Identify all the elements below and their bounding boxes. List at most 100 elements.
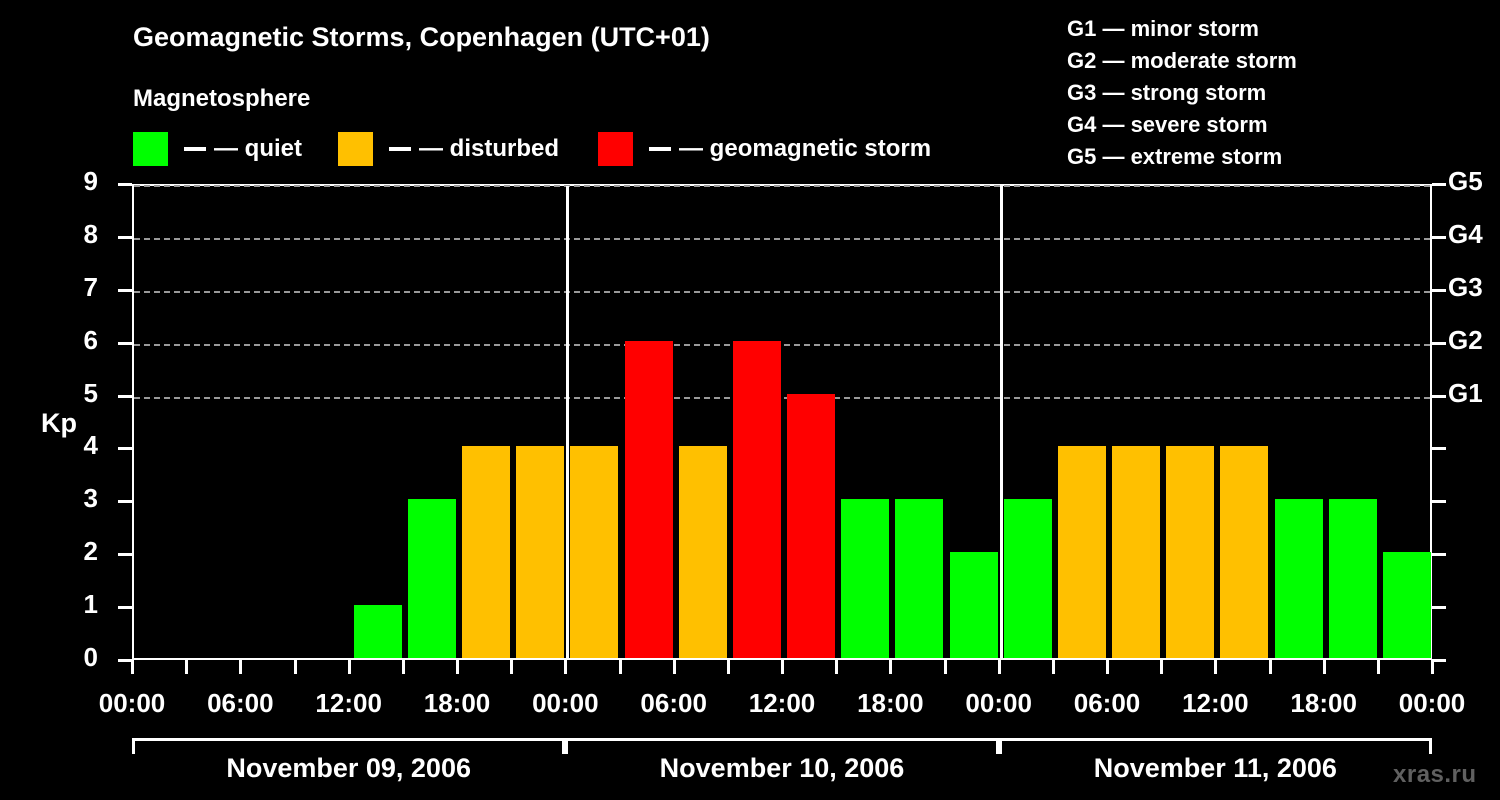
y-tick-label-2: 2 <box>83 536 98 567</box>
y-tick-mark-4 <box>118 447 132 451</box>
legend-label-storm: — geomagnetic storm <box>679 135 932 162</box>
bar <box>1112 446 1161 658</box>
y-tick-mark-8 <box>118 235 132 239</box>
x-tick-mark <box>401 660 405 674</box>
g-tick-label-g2: G2 <box>1448 324 1483 355</box>
g-axis-tick-mark-kp-5 <box>1432 394 1446 398</box>
bar <box>353 605 402 658</box>
g-tick-label-g3: G3 <box>1448 271 1483 302</box>
x-tick-mark <box>1051 660 1055 674</box>
x-tick-mark <box>510 660 514 674</box>
legend-heading: Magnetosphere <box>133 85 311 112</box>
x-tick-mark <box>997 660 1001 674</box>
x-tick-mark <box>1106 660 1109 674</box>
gscale-description-g4: G4 — severe storm <box>1067 112 1268 137</box>
x-tick-mark <box>1214 660 1218 674</box>
x-tick-mark <box>564 660 568 674</box>
legend-label-quiet: — quiet <box>214 135 302 162</box>
y-tick-label-9: 9 <box>83 166 98 196</box>
bar <box>1274 499 1323 658</box>
g-axis-tick-mark-kp-4 <box>1432 447 1446 451</box>
gscale-description-g5: G5 — extreme storm <box>1067 144 1283 169</box>
y-tick-label-4: 4 <box>83 430 98 461</box>
date-bracket <box>132 738 566 754</box>
gridline-kp-9 <box>134 185 1430 187</box>
bar <box>678 446 727 658</box>
x-tick-label: 18:00 <box>1290 688 1357 718</box>
y-tick-label-3: 3 <box>83 483 98 514</box>
g-axis-tick-mark-kp-2 <box>1432 553 1446 557</box>
day-separator <box>566 186 570 658</box>
x-tick-mark <box>347 660 351 674</box>
g-axis-tick-mark-kp-7 <box>1432 288 1446 292</box>
x-tick-label: 06:00 <box>207 688 274 718</box>
plot-inner <box>134 185 1431 658</box>
y-tick-mark-1 <box>118 606 132 610</box>
x-tick-label: 00:00 <box>1398 688 1466 718</box>
bar <box>624 340 673 658</box>
y-tick-mark-3 <box>118 500 132 504</box>
y-tick-label-6: 6 <box>83 324 98 355</box>
x-tick-mark <box>1160 660 1164 674</box>
x-tick-mark <box>889 660 893 674</box>
y-tick-mark-7 <box>118 288 132 292</box>
x-tick-mark <box>781 660 784 674</box>
x-tick-mark <box>726 660 730 674</box>
x-tick-mark <box>1322 660 1326 674</box>
bar <box>841 499 890 658</box>
bar <box>732 340 781 658</box>
bar <box>1166 446 1215 658</box>
date-label: November 09, 2006 <box>226 753 471 783</box>
date-bracket <box>998 738 1432 754</box>
x-tick-mark <box>185 660 189 674</box>
x-tick-mark <box>618 660 622 674</box>
date-label: November 11, 2006 <box>1093 753 1337 783</box>
watermark: xras.ru <box>1393 761 1477 788</box>
legend-swatch-disturbed <box>338 132 373 166</box>
gridline-kp-8 <box>134 237 1430 240</box>
day-separator <box>999 186 1003 658</box>
y-tick-mark-0 <box>118 659 132 662</box>
x-tick-label: 12:00 <box>748 688 816 718</box>
gridline-kp-5 <box>134 396 1430 399</box>
y-tick-label-0: 0 <box>83 642 98 672</box>
y-tick-mark-9 <box>118 183 132 186</box>
bar <box>1220 446 1269 658</box>
legend-swatch-quiet <box>133 132 168 166</box>
x-tick-mark <box>293 660 297 674</box>
gscale-description-g3: G3 — strong storm <box>1067 80 1267 105</box>
g-tick-label-g1: G1 <box>1448 377 1483 408</box>
x-tick-label: 00:00 <box>965 688 1032 718</box>
y-tick-mark-2 <box>118 553 132 557</box>
y-tick-label-8: 8 <box>83 218 98 249</box>
x-tick-mark <box>943 660 947 674</box>
x-tick-label: 12:00 <box>315 688 382 718</box>
g-axis-tick-mark-kp-6 <box>1432 341 1446 345</box>
gscale-description-list: G1 — minor storm G2 — moderate storm G3 … <box>1067 13 1487 173</box>
gscale-description-g2: G2 — moderate storm <box>1067 48 1297 73</box>
legend: — quiet — disturbed — geomagnetic storm <box>133 131 931 167</box>
x-tick-mark <box>1431 660 1434 674</box>
g-axis-tick-mark-kp-8 <box>1432 235 1446 239</box>
bar <box>570 446 619 658</box>
gridline-kp-6 <box>134 343 1430 346</box>
y-tick-label-7: 7 <box>83 271 98 302</box>
bar <box>895 499 944 658</box>
x-tick-mark <box>239 660 243 674</box>
x-tick-label: 06:00 <box>640 688 707 718</box>
g-axis-tick-mark-kp-3 <box>1432 500 1446 504</box>
x-tick-mark <box>672 660 676 674</box>
bar <box>949 552 998 658</box>
page-title: Geomagnetic Storms, Copenhagen (UTC+01) <box>133 22 710 52</box>
y-tick-label-5: 5 <box>83 377 98 408</box>
x-tick-label: 00:00 <box>98 688 166 718</box>
x-tick-label: 00:00 <box>532 688 599 718</box>
g-tick-label-g4: G4 <box>1448 218 1483 249</box>
x-tick-mark <box>1268 660 1272 674</box>
g-axis-tick-mark-kp-0 <box>1432 659 1446 662</box>
x-tick-mark <box>456 660 459 674</box>
y-axis-title: Kp <box>41 408 77 438</box>
legend-item-disturbed: — disturbed <box>338 131 559 167</box>
y-tick-label-1: 1 <box>83 589 98 620</box>
g-axis-tick-mark-kp-1 <box>1432 606 1446 610</box>
